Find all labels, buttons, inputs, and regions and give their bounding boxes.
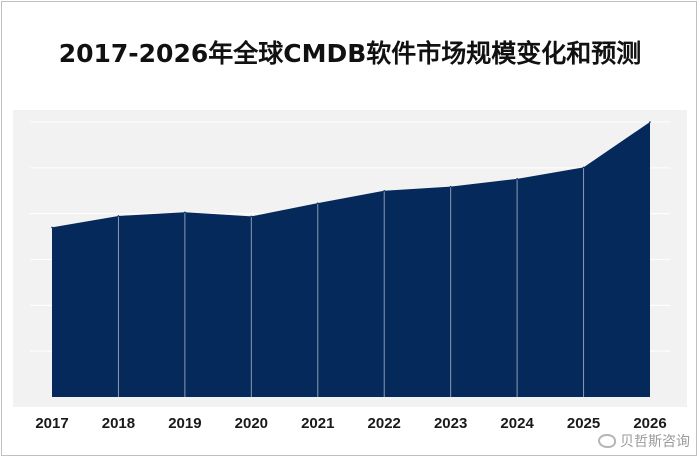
data-point-2021 [316, 202, 319, 204]
area-series [52, 122, 650, 397]
data-point-2024 [516, 178, 518, 180]
x-tick-label: 2023 [434, 415, 467, 432]
x-tick-label: 2019 [168, 415, 201, 432]
x-tick-label: 2026 [633, 415, 666, 432]
data-point-2026 [649, 121, 651, 123]
x-tick-label: 2022 [368, 415, 401, 432]
x-tick-label: 2018 [102, 415, 135, 432]
watermark: 贝哲斯咨询 [598, 431, 690, 451]
data-point-2025 [582, 166, 585, 169]
data-point-2023 [449, 185, 452, 188]
chart-title: 2017-2026年全球CMDB软件市场规模变化和预测 [58, 39, 642, 68]
data-point-2022 [383, 189, 386, 192]
x-tick-label: 2024 [500, 415, 534, 432]
x-tick-label: 2020 [235, 415, 268, 432]
x-tick-label: 2017 [35, 415, 68, 432]
x-tick-label: 2021 [301, 415, 334, 432]
data-point-2020 [250, 215, 253, 218]
x-tick-label: 2025 [567, 415, 600, 432]
data-point-2017 [51, 226, 53, 229]
data-point-2019 [184, 211, 186, 214]
watermark-text: 贝哲斯咨询 [620, 434, 690, 450]
data-point-2018 [117, 215, 120, 217]
weibo-icon [598, 434, 616, 448]
